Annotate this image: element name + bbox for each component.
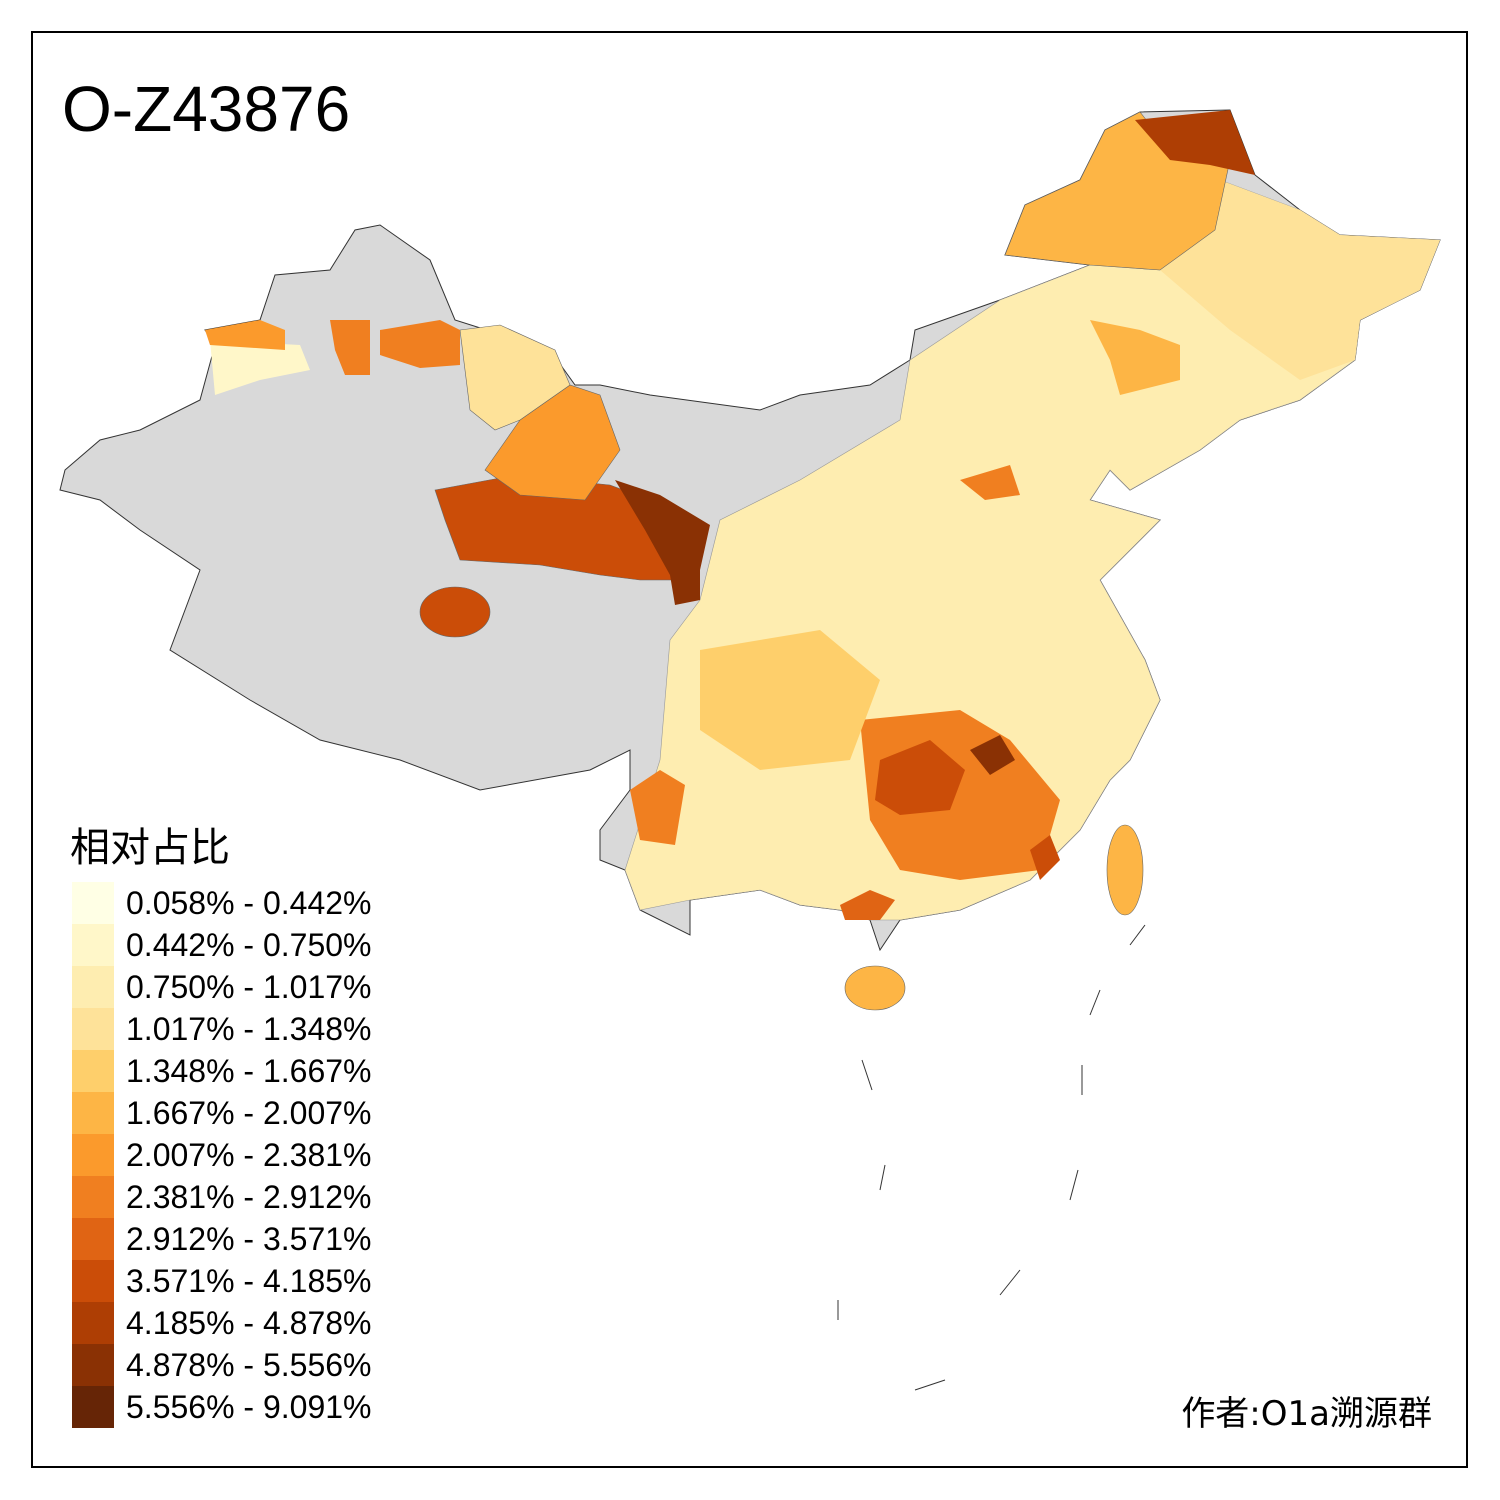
region-xinjiang-ili	[380, 320, 460, 368]
region-xinjiang-west	[210, 340, 310, 395]
region-sichuan-mid	[700, 630, 880, 770]
legend-item: 3.571% - 4.185%	[72, 1260, 372, 1302]
region-fujian-coast	[1030, 835, 1060, 880]
legend-swatch	[72, 1050, 114, 1092]
legend-item: 1.667% - 2.007%	[72, 1092, 372, 1134]
region-mohe	[1135, 110, 1255, 175]
legend-label: 0.058% - 0.442%	[126, 884, 372, 921]
legend-label: 1.667% - 2.007%	[126, 1094, 372, 1131]
legend-label: 2.912% - 3.571%	[126, 1220, 372, 1257]
author-credit: 作者:O1a溯源群	[1181, 1394, 1432, 1434]
region-tibet-spot	[419, 586, 491, 638]
south-sea-islands	[837, 924, 1146, 1391]
legend-swatch	[72, 924, 114, 966]
legend-swatch	[72, 1386, 114, 1428]
legend-item: 2.381% - 2.912%	[72, 1176, 372, 1218]
legend-swatch	[72, 1218, 114, 1260]
legend-label: 4.878% - 5.556%	[126, 1346, 372, 1383]
region-xinjiang-changji	[330, 320, 370, 375]
legend-label: 4.185% - 4.878%	[126, 1304, 372, 1341]
region-jiangxi-dark	[970, 735, 1015, 775]
legend-label: 1.017% - 1.348%	[126, 1010, 372, 1047]
region-yunnan-west	[630, 770, 685, 845]
region-guangxi-south	[840, 890, 895, 920]
legend-item: 0.442% - 0.750%	[72, 924, 372, 966]
legend-label: 0.750% - 1.017%	[126, 968, 372, 1005]
region-xinjiang-bortala	[205, 320, 285, 350]
legend: 0.058% - 0.442% 0.442% - 0.750% 0.750% - 1…	[72, 882, 372, 1428]
legend-item: 2.912% - 3.571%	[72, 1218, 372, 1260]
legend-swatch	[72, 1260, 114, 1302]
region-northeast-light	[1160, 180, 1440, 380]
map-frame	[31, 31, 1468, 1468]
legend-item: 0.750% - 1.017%	[72, 966, 372, 1008]
legend-swatch	[72, 1302, 114, 1344]
legend-item: 2.007% - 2.381%	[72, 1134, 372, 1176]
legend-swatch	[72, 1344, 114, 1386]
legend-label: 2.381% - 2.912%	[126, 1178, 372, 1215]
region-hunan-dark	[875, 740, 965, 815]
legend-label: 1.348% - 1.667%	[126, 1052, 372, 1089]
legend-title: 相对占比	[70, 825, 230, 871]
legend-item: 0.058% - 0.442%	[72, 882, 372, 924]
legend-swatch	[72, 1092, 114, 1134]
legend-item: 4.185% - 4.878%	[72, 1302, 372, 1344]
region-hebei-dark	[960, 465, 1020, 500]
legend-swatch	[72, 1134, 114, 1176]
legend-item: 5.556% - 9.091%	[72, 1386, 372, 1428]
region-xinjiang-north	[459, 324, 571, 431]
legend-swatch	[72, 966, 114, 1008]
legend-item: 1.348% - 1.667%	[72, 1050, 372, 1092]
region-jilin-mid	[1090, 320, 1180, 395]
legend-swatch	[72, 882, 114, 924]
legend-swatch	[72, 1176, 114, 1218]
region-xining	[615, 480, 710, 605]
legend-item: 4.878% - 5.556%	[72, 1344, 372, 1386]
legend-label: 3.571% - 4.185%	[126, 1262, 372, 1299]
legend-swatch	[72, 1008, 114, 1050]
legend-label: 2.007% - 2.381%	[126, 1136, 372, 1173]
legend-item: 1.017% - 1.348%	[72, 1008, 372, 1050]
map-title: O-Z43876	[62, 73, 351, 145]
hainan	[844, 965, 906, 1011]
legend-label: 0.442% - 0.750%	[126, 926, 372, 963]
legend-label: 5.556% - 9.091%	[126, 1388, 372, 1425]
taiwan	[1106, 824, 1144, 916]
